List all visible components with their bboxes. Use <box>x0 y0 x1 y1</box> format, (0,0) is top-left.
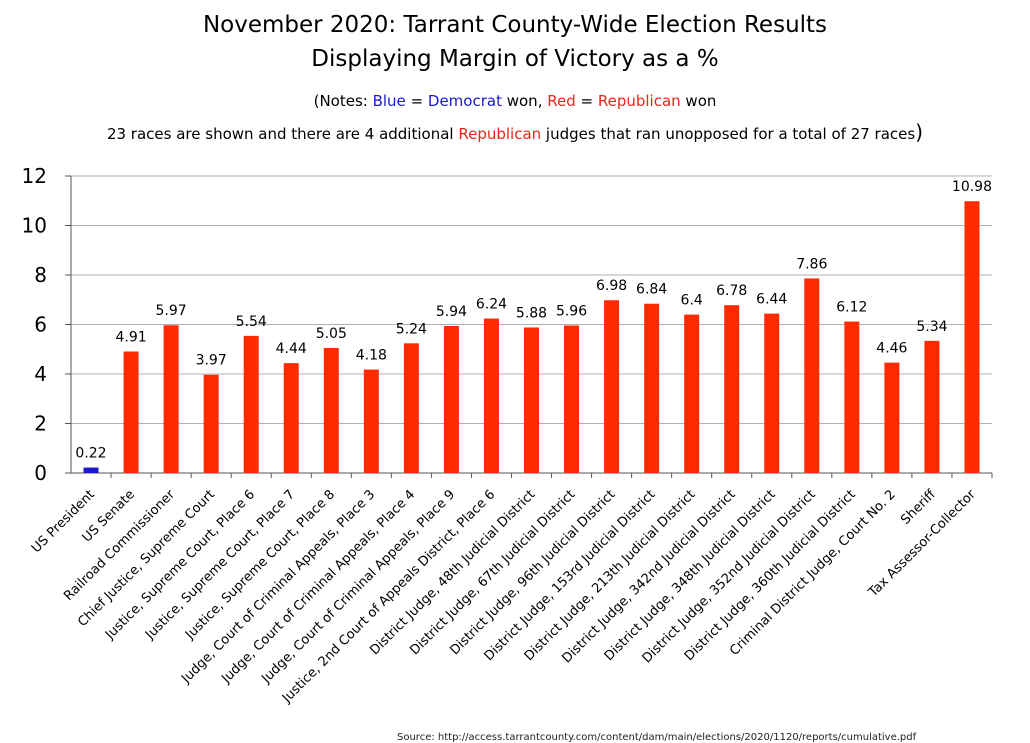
bar <box>163 325 179 473</box>
data-label: 4.46 <box>876 341 907 357</box>
notes-red-word: Red <box>547 92 576 110</box>
data-label: 6.4 <box>681 293 703 309</box>
bar <box>844 321 860 473</box>
notes-line2-republican: Republican <box>458 125 542 143</box>
data-label: 4.44 <box>276 341 307 357</box>
data-label: 5.96 <box>556 303 587 319</box>
notes-eq-1: = <box>405 92 428 110</box>
data-label: 5.88 <box>516 305 547 321</box>
bar <box>243 335 259 473</box>
source-note: Source: http://access.tarrantcounty.com/… <box>397 732 917 743</box>
chart-title: November 2020: Tarrant County-Wide Elect… <box>202 12 828 38</box>
notes-democrat: Democrat <box>427 92 502 110</box>
notes-line2-b: judges that ran unopposed for a total of… <box>541 125 916 143</box>
y-tick-label: 10 <box>22 214 47 238</box>
notes-won-1: won, <box>501 92 548 110</box>
bar <box>524 327 539 473</box>
bar <box>804 278 820 473</box>
notes-line-1: (Notes: Blue = Democrat won, Red = Repub… <box>0 92 1030 110</box>
data-label: 6.44 <box>756 292 787 308</box>
notes-open: (Notes: <box>313 92 373 110</box>
bar <box>323 348 339 473</box>
notes-blue-word: Blue <box>372 92 406 110</box>
data-label: 6.98 <box>596 278 627 294</box>
bar <box>83 467 99 473</box>
notes-line2-close: ) <box>915 120 924 144</box>
y-tick-label: 0 <box>34 461 47 485</box>
notes-won-2: won <box>680 92 717 110</box>
bar <box>283 363 299 473</box>
bar <box>123 351 139 473</box>
bar <box>684 314 700 473</box>
notes-eq-2: = <box>575 92 598 110</box>
data-label: 4.91 <box>115 329 146 345</box>
y-tick-label: 4 <box>34 362 47 386</box>
notes-line-2: 23 races are shown and there are 4 addit… <box>0 120 1030 144</box>
bar <box>764 313 780 473</box>
bar <box>924 340 940 473</box>
bar <box>403 343 419 473</box>
bar <box>964 201 980 473</box>
data-label: 0.22 <box>75 446 106 462</box>
data-label: 5.34 <box>916 319 947 335</box>
bar <box>564 325 580 473</box>
bar <box>724 305 740 473</box>
y-tick-label: 6 <box>34 313 47 337</box>
y-tick-label: 8 <box>34 263 47 287</box>
x-tick-label: US President <box>29 487 98 556</box>
y-tick-label: 12 <box>22 164 47 188</box>
bar <box>884 362 900 473</box>
data-label: 7.86 <box>796 256 827 272</box>
data-label: 5.05 <box>316 326 347 342</box>
bar <box>443 325 459 473</box>
data-label: 6.78 <box>716 283 747 299</box>
bar <box>483 318 499 473</box>
chart-subtitle: Displaying Margin of Victory as a % <box>311 46 719 72</box>
notes-republican: Republican <box>597 92 681 110</box>
data-label: 6.24 <box>476 297 507 313</box>
bar <box>203 374 219 473</box>
data-label: 5.54 <box>236 314 267 330</box>
y-tick-label: 2 <box>34 412 47 436</box>
data-label: 10.98 <box>952 179 992 195</box>
data-label: 5.94 <box>436 304 467 320</box>
data-label: 6.84 <box>636 282 667 298</box>
data-label: 3.97 <box>196 353 227 369</box>
bar <box>363 369 379 473</box>
bar <box>604 300 620 473</box>
notes-line2-a: 23 races are shown and there are 4 addit… <box>106 125 459 143</box>
data-label: 5.97 <box>156 303 187 319</box>
data-label: 6.12 <box>836 300 867 316</box>
data-label: 4.18 <box>356 348 387 364</box>
data-label: 5.24 <box>396 321 427 337</box>
bar <box>644 303 660 473</box>
